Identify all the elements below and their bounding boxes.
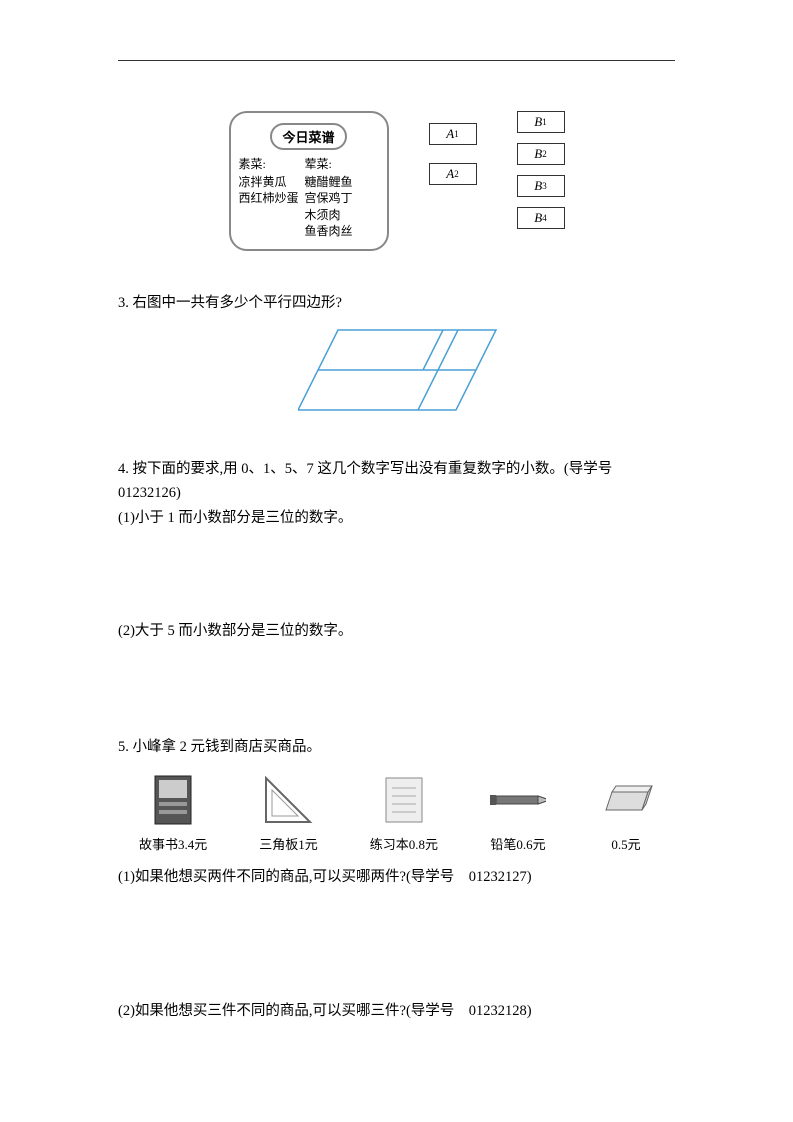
shop-item-triangle: 三角板1元 (259, 772, 318, 853)
top-rule (118, 60, 675, 61)
pencil-icon (490, 772, 546, 828)
shop-item-pencil: 铅笔0.6元 (490, 772, 546, 853)
shop-item-label: 铅笔0.6元 (490, 834, 545, 853)
meat-item: 宫保鸡丁 (305, 190, 353, 206)
eraser-icon (598, 772, 654, 828)
menu-col-meat: 荤菜: 糖醋鲤鱼 宫保鸡丁 木须肉 鱼香肉丝 (305, 156, 353, 239)
meat-item: 木须肉 (305, 207, 353, 223)
menu-title: 今日菜谱 (270, 123, 346, 150)
question-4-stem: 4. 按下面的要求,用 0、1、5、7 这几个数字写出没有重复数字的小数。(导学… (118, 457, 675, 506)
veg-item: 西红柿炒蛋 (239, 190, 299, 206)
parallelogram-figure (298, 328, 498, 412)
question-4-p1: (1)小于 1 而小数部分是三位的数字。 (118, 506, 675, 531)
meat-item: 鱼香肉丝 (305, 223, 353, 239)
veg-item: 凉拌黄瓜 (239, 174, 299, 190)
label-a1: A1 (429, 123, 477, 145)
b-label-column: B1 B2 B3 B4 (517, 111, 565, 229)
question-4-p2: (2)大于 5 而小数部分是三位的数字。 (118, 619, 675, 644)
shop-item-notebook: 练习本0.8元 (370, 772, 438, 853)
shop-item-label: 三角板1元 (259, 834, 318, 853)
shop-item-eraser: 0.5元 (598, 772, 654, 853)
meat-title: 荤菜: (305, 156, 353, 172)
triangle-ruler-icon (260, 772, 316, 828)
shop-item-book: 故事书3.4元 (139, 772, 207, 853)
question-3: 3. 右图中一共有多少个平行四边形? (118, 291, 675, 316)
storybook-icon (145, 772, 201, 828)
label-b4: B4 (517, 207, 565, 229)
shop-item-label: 练习本0.8元 (370, 834, 438, 853)
shop-item-label: 0.5元 (611, 834, 640, 853)
menu-col-veg: 素菜: 凉拌黄瓜 西红柿炒蛋 (239, 156, 299, 239)
question-5-stem: 5. 小峰拿 2 元钱到商店买商品。 (118, 735, 675, 760)
label-a2: A2 (429, 163, 477, 185)
veg-title: 素菜: (239, 156, 299, 172)
question-5-p2: (2)如果他想买三件不同的商品,可以买哪三件?(导学号 01232128) (118, 999, 675, 1024)
a-label-column: A1 A2 (429, 111, 477, 185)
menu-columns: 素菜: 凉拌黄瓜 西红柿炒蛋 荤菜: 糖醋鲤鱼 宫保鸡丁 木须肉 鱼香肉丝 (239, 156, 379, 239)
meat-item: 糖醋鲤鱼 (305, 174, 353, 190)
question-5-p1: (1)如果他想买两件不同的商品,可以买哪两件?(导学号 01232127) (118, 865, 675, 890)
label-b3: B3 (517, 175, 565, 197)
menu-figure-row: 今日菜谱 素菜: 凉拌黄瓜 西红柿炒蛋 荤菜: 糖醋鲤鱼 宫保鸡丁 木须肉 鱼香… (118, 111, 675, 251)
label-b2: B2 (517, 143, 565, 165)
shop-items-row: 故事书3.4元 三角板1元 练习本0.8元 铅笔0.6元 0.5元 (118, 772, 675, 853)
shop-item-label: 故事书3.4元 (139, 834, 207, 853)
notebook-icon (376, 772, 432, 828)
label-b1: B1 (517, 111, 565, 133)
menu-box: 今日菜谱 素菜: 凉拌黄瓜 西红柿炒蛋 荤菜: 糖醋鲤鱼 宫保鸡丁 木须肉 鱼香… (229, 111, 389, 251)
